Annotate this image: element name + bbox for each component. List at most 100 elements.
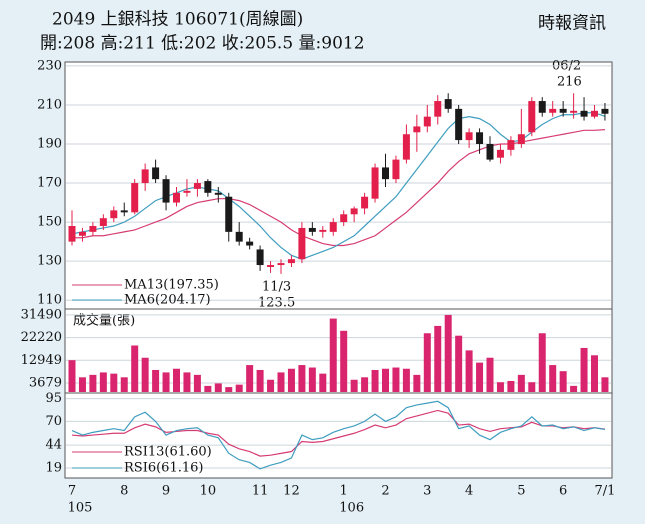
volume-bar [528,382,536,392]
volume-bar [214,383,222,392]
candle-body [308,227,316,232]
candle-body [455,108,463,141]
candle-body [204,181,212,193]
x-tick-label: 11 [252,484,269,499]
candle-body [350,208,358,215]
candle-body [183,190,191,193]
volume-bar [183,372,191,392]
volume-bar [591,355,598,392]
candle-body [246,241,254,246]
candle-body [465,132,473,141]
candle-body [225,196,233,232]
line [71,400,606,470]
candle-body [486,144,494,160]
x-tick-label: 10 [200,484,217,499]
candle-body [99,218,107,226]
candle-body [549,108,557,113]
x-tick-label: 12 [283,484,300,499]
volume-bar [580,347,588,392]
candle-body [68,226,76,242]
volume-bar [413,374,421,392]
volume-bar [559,371,567,392]
y-tick-label: 3679 [29,375,62,390]
volume-bar [486,357,494,392]
x-tick-label: 7/1 [594,484,615,499]
volume-bar [361,377,369,392]
line [71,112,606,260]
volume-bar [350,379,358,392]
x-tick-label: 7 [68,484,76,499]
volume-bar [340,330,348,392]
volume-bar [89,374,97,392]
candle-body [591,110,598,117]
candle-body [235,231,243,242]
annotation-date: 11/3 [262,280,291,295]
candle-body [193,183,201,189]
volume-bar [193,374,201,392]
volume-bar [507,380,515,392]
volume-bar [329,318,337,392]
volume-bar [319,373,327,392]
annotation-value: 216 [557,75,582,90]
candle-body [298,227,306,260]
volume-bar [538,333,546,392]
candle-body [559,108,567,113]
candle-body [120,210,128,213]
y-tick-label: 190 [37,137,62,152]
line [72,129,605,247]
x-tick-label: 9 [162,484,170,499]
volume-bar [131,345,139,392]
y-tick-label: 210 [37,97,62,112]
volume-bar [99,372,107,392]
volume-bar [235,384,243,392]
candle-body [329,222,337,232]
x-tick-label: 5 [517,484,525,499]
volume-bar [120,377,128,392]
annotation-value: 123.5 [258,296,295,311]
volume-bar [601,377,609,392]
volume-bar [465,350,473,392]
volume-bar [308,367,316,392]
candle-body [173,192,180,203]
y-tick-label: 19 [45,460,62,475]
candle-body [423,116,431,127]
candle-body [277,263,285,266]
legend-label: MA6(204.17) [124,293,211,308]
volume-bar [225,387,233,392]
candle-body [152,167,160,180]
volume-bar [78,377,86,392]
candle-body [434,101,442,117]
candle-body [496,149,504,158]
candle-body [267,265,275,267]
y-tick-label: 22220 [21,330,62,345]
legend-label: RSI6(61.16) [124,461,203,476]
x-tick-label: 1 [340,484,348,499]
volume-bar [517,374,525,392]
volume-bar [476,362,484,392]
year-label: 106 [339,501,364,516]
volume-bar [371,369,379,392]
panel-title: 成交量(張) [73,313,135,329]
volume-bar [287,368,295,392]
y-tick-label: 31490 [21,307,62,322]
volume-bar [141,357,149,392]
volume-bar [549,365,557,392]
x-tick-label: 8 [120,484,128,499]
legend-label: MA13(197.35) [124,278,219,293]
y-tick-label: 12949 [21,353,62,368]
volume-bar [277,372,285,392]
x-tick-label: 6 [559,484,567,499]
candle-body [444,99,452,109]
volume-bar [110,373,118,392]
candle-body [392,159,400,180]
year-label: 105 [68,501,93,516]
candle-body [517,134,525,144]
volume-bar [496,382,504,392]
candle-body [413,126,421,133]
volume-bar [444,314,452,392]
volume-bar [392,367,400,392]
plot-frame [64,61,613,479]
candle-body [361,196,369,209]
volume-bar [162,372,170,392]
candle-body [371,167,379,199]
